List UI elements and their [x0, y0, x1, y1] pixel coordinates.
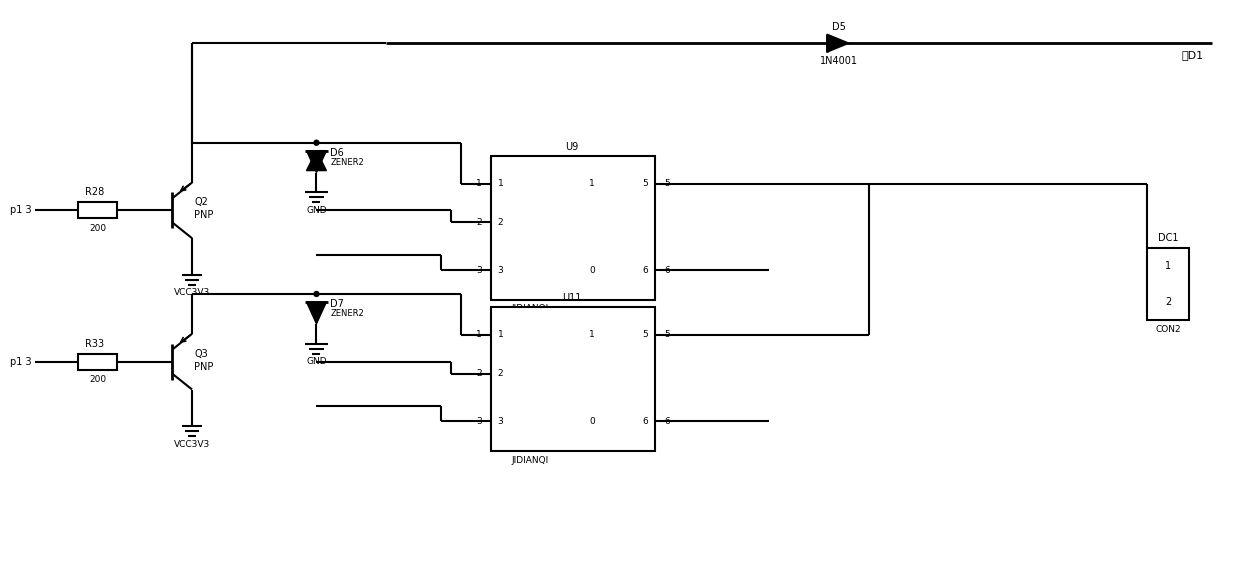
Text: Q2: Q2: [195, 198, 208, 208]
Text: 200: 200: [89, 224, 107, 233]
Text: 3: 3: [476, 266, 482, 275]
Text: 5: 5: [664, 330, 669, 339]
Text: 2: 2: [476, 218, 482, 227]
Text: 6: 6: [642, 417, 648, 426]
Text: D6: D6: [331, 147, 344, 158]
Text: JIDIANQI: JIDIANQI: [512, 305, 549, 313]
Bar: [78, 354, 118, 369]
Text: 2: 2: [498, 369, 503, 378]
Text: PNP: PNP: [195, 210, 213, 220]
Text: R28: R28: [85, 187, 104, 198]
Text: 5: 5: [642, 179, 648, 188]
Text: 2: 2: [476, 369, 482, 378]
Bar: [491, 307, 655, 451]
Text: R33: R33: [85, 339, 104, 349]
Text: 1: 1: [476, 330, 482, 339]
Text: 2: 2: [1165, 297, 1172, 307]
Text: 3: 3: [498, 417, 503, 426]
Text: Q3: Q3: [195, 349, 208, 359]
Bar: [1147, 248, 1189, 320]
Text: 5: 5: [642, 330, 648, 339]
Circle shape: [313, 291, 318, 297]
Text: 3: 3: [476, 417, 482, 426]
Text: U9: U9: [565, 142, 579, 151]
Text: PNP: PNP: [195, 362, 213, 372]
Text: ZENER2: ZENER2: [331, 158, 364, 167]
Text: CON2: CON2: [1156, 325, 1181, 334]
Polygon shape: [306, 151, 326, 171]
Text: p1 3: p1 3: [10, 205, 32, 216]
Bar: [78, 202, 118, 218]
Text: 2: 2: [498, 218, 503, 227]
Text: D7: D7: [331, 299, 344, 309]
Text: 3: 3: [498, 266, 503, 275]
Text: 1N4001: 1N4001: [820, 56, 857, 66]
Text: 0: 0: [590, 417, 595, 426]
Text: 1: 1: [498, 179, 503, 188]
Bar: [491, 155, 655, 300]
Text: U11: U11: [563, 293, 582, 303]
Text: 5: 5: [664, 179, 669, 188]
Text: 1: 1: [498, 330, 503, 339]
Text: 1: 1: [590, 179, 595, 188]
Text: 6: 6: [642, 266, 648, 275]
Text: 6: 6: [664, 417, 669, 426]
Text: 1: 1: [476, 179, 482, 188]
Polygon shape: [826, 34, 849, 52]
Text: GND: GND: [306, 357, 327, 366]
Circle shape: [313, 140, 318, 145]
Text: 1: 1: [1166, 261, 1171, 271]
Text: JIDIANQI: JIDIANQI: [512, 455, 549, 465]
Text: p1 3: p1 3: [10, 357, 32, 366]
Text: 200: 200: [89, 375, 107, 384]
Text: 接D1: 接D1: [1181, 50, 1203, 60]
Text: VCC3V3: VCC3V3: [173, 288, 211, 298]
Text: D5: D5: [833, 23, 846, 32]
Text: 1: 1: [590, 330, 595, 339]
Text: GND: GND: [306, 206, 327, 215]
Text: 0: 0: [590, 266, 595, 275]
Text: ZENER2: ZENER2: [331, 309, 364, 318]
Polygon shape: [306, 151, 326, 173]
Text: DC1: DC1: [1158, 234, 1178, 243]
Text: VCC3V3: VCC3V3: [173, 440, 211, 449]
Polygon shape: [306, 302, 326, 324]
Text: 6: 6: [664, 266, 669, 275]
